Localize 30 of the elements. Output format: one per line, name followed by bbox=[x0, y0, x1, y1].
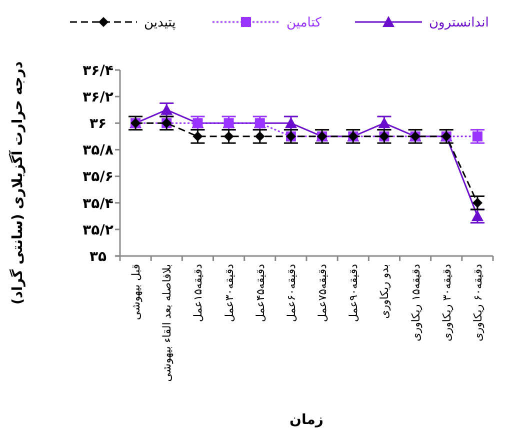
x-tick-label: دقیقه۷۵عمل bbox=[316, 264, 330, 322]
text: پتیدین bbox=[144, 16, 176, 31]
x-tick-label: دقیقه۱۵ ریکاوری bbox=[409, 264, 422, 342]
x-tick-label: بلافاصله بعد القاء بیهوشی bbox=[160, 264, 174, 382]
y-axis-title: درجه حرارت آگزیلاری (سانتی گراد) bbox=[8, 61, 26, 305]
x-axis-title: زمان bbox=[290, 412, 324, 428]
point bbox=[192, 131, 203, 142]
y-tick-label: ۳۵/۴ bbox=[82, 196, 114, 212]
point bbox=[472, 198, 482, 208]
text: اندانسترون bbox=[429, 16, 489, 31]
point bbox=[224, 131, 234, 142]
text: کتامین bbox=[286, 16, 322, 31]
x-tick-label: دقیقه۶۰عمل bbox=[284, 264, 298, 322]
x-tick-label: بدو ریکاوری bbox=[378, 264, 392, 319]
x-tick-label: دقیقه۳۰ ریکاوری bbox=[440, 264, 454, 342]
y-tick-label: ۳۶ bbox=[89, 116, 107, 132]
x-tick-label: دقیقه۱۵عمل bbox=[192, 264, 205, 322]
y-tick-label: ۳۵ bbox=[89, 248, 107, 265]
point bbox=[472, 131, 482, 142]
x-tick-label: دقیقه۶۰ ریکاوری bbox=[471, 264, 484, 342]
y-tick-label: ۳۵/۸ bbox=[82, 142, 114, 159]
x-tick-label: دقیقه۳۰عمل bbox=[222, 264, 236, 322]
x-tick-label: دقیقه۹۰عمل bbox=[347, 264, 360, 322]
y-tick-label: ۳۶/۴ bbox=[82, 62, 114, 79]
y-tick-label: ۳۶/۲ bbox=[82, 89, 114, 106]
point bbox=[254, 131, 265, 142]
y-tick-label: ۳۵/۶ bbox=[82, 169, 114, 186]
y-tick-label: ۳۵/۲ bbox=[82, 222, 114, 238]
x-tick-label: دقیقه۴۵عمل bbox=[254, 264, 267, 322]
x-tick-label: قبل بیهوشی bbox=[130, 264, 143, 320]
